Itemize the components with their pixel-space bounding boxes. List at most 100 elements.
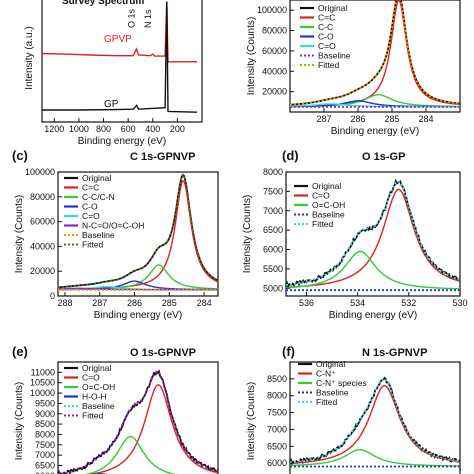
y-axis-label-c: Intensity (Counts) (14, 195, 25, 273)
y-tick-label-e: 10500 (30, 378, 55, 388)
x-tick-label-a: 400 (145, 124, 160, 134)
series-gp-a (42, 1, 198, 113)
y-tick-label-c: 100000 (25, 167, 55, 177)
legend-entry-c-o-b: C-O (318, 32, 334, 42)
legend-entry-fitted-e: Fitted (82, 411, 104, 421)
legend-entry-c-n-f: C-N⁺ (316, 369, 336, 379)
peak-annotation-o-1s: O 1s (127, 8, 137, 28)
y-tick-label-e: 9000 (35, 409, 55, 419)
legend-entry-baseline-f: Baseline (316, 388, 349, 398)
panel-tag-e: (e) (12, 344, 28, 359)
panel-d: 536 534 532 530 5000 5500 6000 6500 7000 7500 8000… (242, 148, 468, 321)
y-tick-label-d: 7000 (263, 206, 283, 216)
legend-entry-fitted-c: Fitted (82, 240, 104, 250)
y-tick-label-d: 6500 (263, 225, 283, 235)
y-tick-label-c: 40000 (30, 241, 55, 251)
plot-frame-d (285, 171, 461, 297)
y-axis-label-a: Intensity (a.u.) (24, 26, 35, 89)
plot-frame-e (57, 361, 219, 474)
legend-entry-baseline-c: Baseline (82, 230, 115, 240)
panel-tag-d: (d) (282, 148, 299, 163)
y-tick-label-c: 0 (50, 291, 55, 301)
plot-frame-b (289, 0, 461, 113)
panel-e: 6000650070007500800085009000950010000105… (12, 344, 219, 474)
x-tick-label-d: 532 (401, 298, 416, 308)
series-o-c-oh-e (84, 435, 177, 474)
y-axis-label-d: Intensity (Counts) (242, 195, 253, 273)
x-axis-label-d: Binding energy (eV) (329, 310, 417, 321)
y-tick-label-e: 6500 (35, 461, 55, 471)
series-c-c-b (290, 0, 460, 107)
series-fitted-c (58, 173, 218, 289)
y-tick-label-e: 9500 (35, 398, 55, 408)
legend-entry-o-c-oh-d: O=C-OH (312, 200, 345, 210)
x-tick-label-a: 600 (121, 124, 136, 134)
series-o-c-oh-d (286, 250, 460, 290)
y-tick-label-e: 6000 (35, 471, 55, 474)
y-tick-label-b: 60000 (262, 46, 287, 56)
y-tick-label-c: 60000 (30, 217, 55, 227)
plot-frame-c (57, 171, 219, 297)
y-tick-label-e: 10000 (30, 388, 55, 398)
x-tick-label-c: 287 (92, 298, 107, 308)
x-tick-label-b: 286 (350, 114, 365, 124)
x-tick-label-d: 536 (299, 298, 314, 308)
y-axis-label-e: Intensity (Counts) (14, 382, 25, 460)
chart-title-d: O 1s-GP (362, 151, 405, 163)
series-original-b (290, 0, 460, 106)
y-tick-label-b: 100000 (257, 5, 287, 15)
legend-entry-baseline-b: Baseline (318, 51, 351, 61)
series-c-o-e (87, 384, 218, 474)
legend-entry-original-d: Original (312, 181, 341, 191)
legend-entry-o-c-oh-e: O=C-OH (82, 382, 115, 392)
series-c-o-d (286, 188, 460, 288)
series-gpvp-a (42, 1, 198, 63)
y-tick-label-f: 8000 (267, 391, 287, 401)
panel-c: 288 287 286 285 284 0 20000 40000 60000 80000 1000… (12, 148, 219, 321)
legend-entry-original-c: Original (82, 173, 111, 183)
y-axis-label-f: Intensity (Counts) (246, 382, 257, 460)
series-fitted-d (286, 180, 460, 286)
y-tick-label-f: 6500 (267, 441, 287, 451)
legend-entry-c-c-b: C-C (318, 22, 333, 32)
legend-entry-original-f: Original (316, 359, 345, 369)
x-tick-label-b: 285 (384, 114, 399, 124)
legend-entry-h-o-h-e: H-O-H (82, 392, 107, 402)
legend-entry-n-c-o-o-c-oh-c: N-C=O/O=C-OH (82, 221, 144, 231)
y-tick-label-e: 8500 (35, 419, 55, 429)
y-tick-label-b: 80000 (262, 26, 287, 36)
legend-entry-c-c-b: C=C (318, 13, 335, 23)
y-tick-label-e: 7000 (35, 450, 55, 460)
plot-frame-f (289, 361, 461, 474)
legend-entry-fitted-d: Fitted (312, 219, 334, 229)
legend-entry-c-n-species-f: C-N⁺ species (316, 378, 367, 388)
y-tick-label-e: 11000 (31, 367, 55, 377)
y-tick-label-f: 8500 (267, 374, 287, 384)
x-tick-label-b: 284 (418, 114, 433, 124)
series-label-gpvp: GPVP (104, 34, 132, 45)
legend-entry-baseline-e: Baseline (82, 401, 115, 411)
y-tick-label-b: 20000 (262, 87, 287, 97)
y-tick-label-b: 40000 (262, 66, 287, 76)
y-axis-label-b: Intensity (Counts) (246, 17, 257, 95)
panel-a: 1200 1000 800 600 400 200 Binding energy (eV) I… (24, 0, 203, 147)
x-tick-label-c: 286 (127, 298, 142, 308)
legend-entry-c-o-c: C-O (82, 202, 98, 212)
y-tick-label-e: 8000 (35, 429, 55, 439)
x-axis-label-b: Binding energy (eV) (331, 126, 419, 137)
x-tick-label-c: 285 (162, 298, 177, 308)
legend-entry-c-o-d: C=O (312, 191, 330, 201)
x-tick-label-a: 200 (170, 124, 185, 134)
legend-entry-c-c-c-n-c: C-C/C-N (82, 192, 115, 202)
y-tick-label-d: 5000 (263, 283, 283, 293)
legend-entry-baseline-d: Baseline (312, 210, 345, 220)
x-axis-label-a: Binding energy (eV) (78, 136, 166, 147)
x-axis-label-c: Binding energy (eV) (94, 310, 182, 321)
chart-title-a: Survey Spectrum (62, 0, 144, 7)
panel-tag-f: (f) (282, 344, 295, 359)
x-tick-label-c: 288 (57, 298, 72, 308)
series-fitted-e (58, 371, 218, 474)
y-tick-label-d: 5500 (263, 264, 283, 274)
y-tick-label-f: 6000 (267, 458, 287, 468)
